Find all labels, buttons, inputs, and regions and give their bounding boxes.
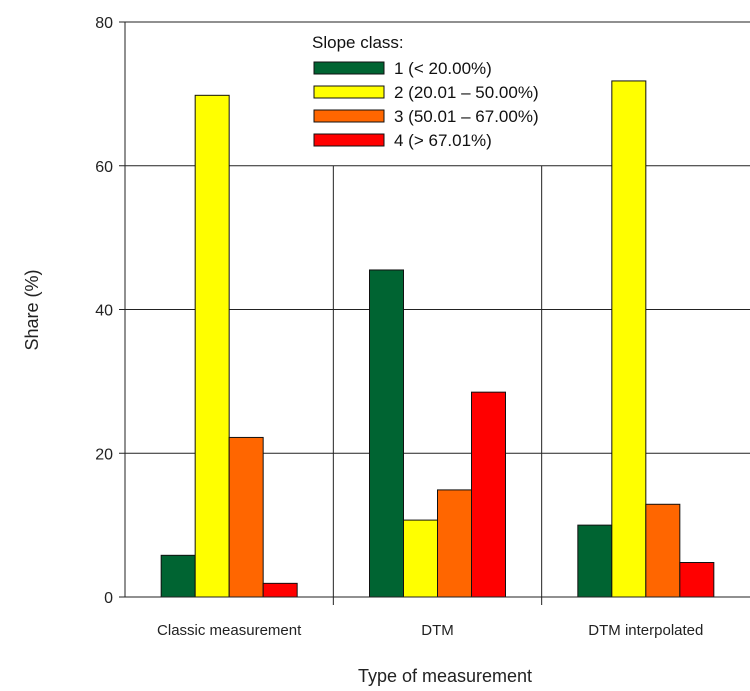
legend-label: 1 (< 20.00%) [394, 59, 492, 78]
bar [645, 503, 681, 598]
x-category-label: Classic measurement [157, 622, 302, 639]
bar [679, 562, 715, 598]
legend-swatch [313, 85, 385, 99]
bar [262, 582, 298, 598]
x-category-label: DTM [421, 622, 454, 639]
axes [119, 21, 750, 598]
bar [369, 269, 404, 598]
bar [194, 94, 230, 598]
legend-label: 2 (20.01 – 50.00%) [394, 83, 539, 102]
x-category-labels: Classic measurement DTM DTM interpolated [157, 622, 703, 639]
legend-swatch [313, 109, 385, 123]
x-category-label: DTM interpolated [588, 622, 703, 639]
y-tick-label: 80 [95, 15, 113, 32]
bar [228, 436, 264, 598]
bar [577, 524, 613, 598]
bar [611, 80, 647, 598]
bar [160, 554, 196, 598]
bar [437, 489, 472, 598]
legend-swatch [313, 133, 385, 147]
legend: Slope class: 1 (< 20.00%) 2 (20.01 – 50.0… [300, 28, 590, 160]
y-tick-labels: 0 20 40 60 80 [95, 15, 113, 607]
bars [160, 80, 715, 598]
legend-label: 3 (50.01 – 67.00%) [394, 107, 539, 126]
legend-label: 4 (> 67.01%) [394, 131, 492, 150]
bar [403, 519, 438, 598]
y-axis-title: Share (%) [22, 269, 42, 350]
legend-title: Slope class: [312, 33, 404, 52]
x-axis-title: Type of measurement [358, 666, 532, 686]
y-tick-label: 20 [95, 446, 113, 463]
legend-items: 1 (< 20.00%) 2 (20.01 – 50.00%) 3 (50.01 –… [313, 59, 539, 150]
y-tick-label: 40 [95, 303, 113, 320]
legend-swatch [313, 61, 385, 75]
y-tick-label: 60 [95, 159, 113, 176]
bar [471, 391, 506, 598]
y-tick-label: 0 [104, 590, 113, 607]
